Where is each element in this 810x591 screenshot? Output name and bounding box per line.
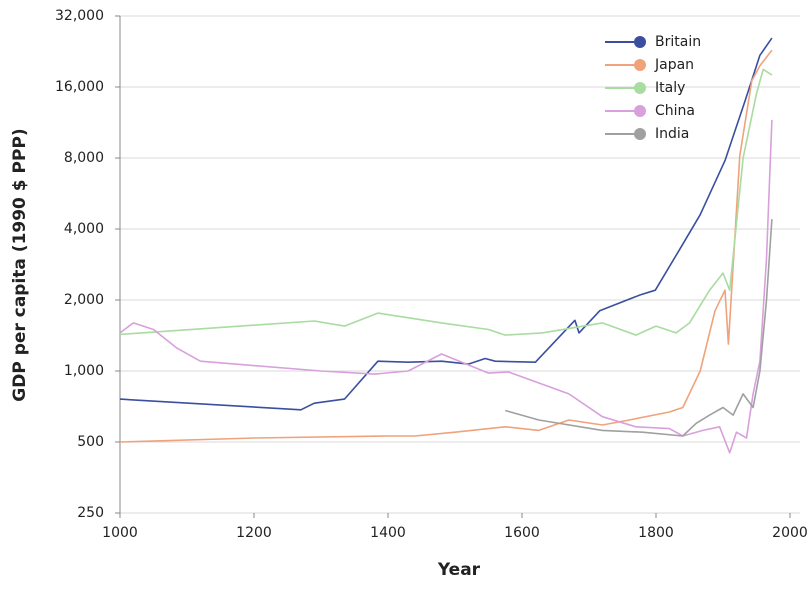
y-tick-label: 32,000 [55, 8, 104, 24]
legend-label: Italy [655, 80, 685, 96]
legend-marker [634, 59, 646, 71]
legend-label: China [655, 103, 695, 119]
x-tick-label: 1800 [638, 525, 674, 541]
x-tick-label: 1000 [102, 525, 138, 541]
x-tick-label: 1600 [504, 525, 540, 541]
series-line [119, 68, 773, 336]
legend-label: Britain [655, 34, 701, 50]
series-line [504, 219, 773, 437]
x-axis-title: Year [437, 560, 481, 580]
y-tick-label: 1,000 [64, 363, 104, 379]
x-tick-label: 1200 [236, 525, 272, 541]
legend-label: Japan [654, 57, 694, 73]
legend-marker [634, 82, 646, 94]
y-tick-label: 250 [77, 505, 104, 521]
y-axis-title: GDP per capita (1990 $ PPP) [10, 128, 30, 401]
legend-marker [634, 128, 646, 140]
series-line [119, 119, 773, 454]
series-line [119, 37, 773, 411]
legend-marker [634, 36, 646, 48]
legend-label: India [655, 126, 689, 142]
legend-marker [634, 105, 646, 117]
y-tick-label: 500 [77, 434, 104, 450]
series-line [119, 49, 773, 443]
y-tick-label: 4,000 [64, 221, 104, 237]
x-tick-label: 2000 [772, 525, 808, 541]
x-tick-label: 1400 [370, 525, 406, 541]
y-tick-label: 2,000 [64, 292, 104, 308]
y-tick-label: 16,000 [55, 79, 104, 95]
y-tick-label: 8,000 [64, 150, 104, 166]
